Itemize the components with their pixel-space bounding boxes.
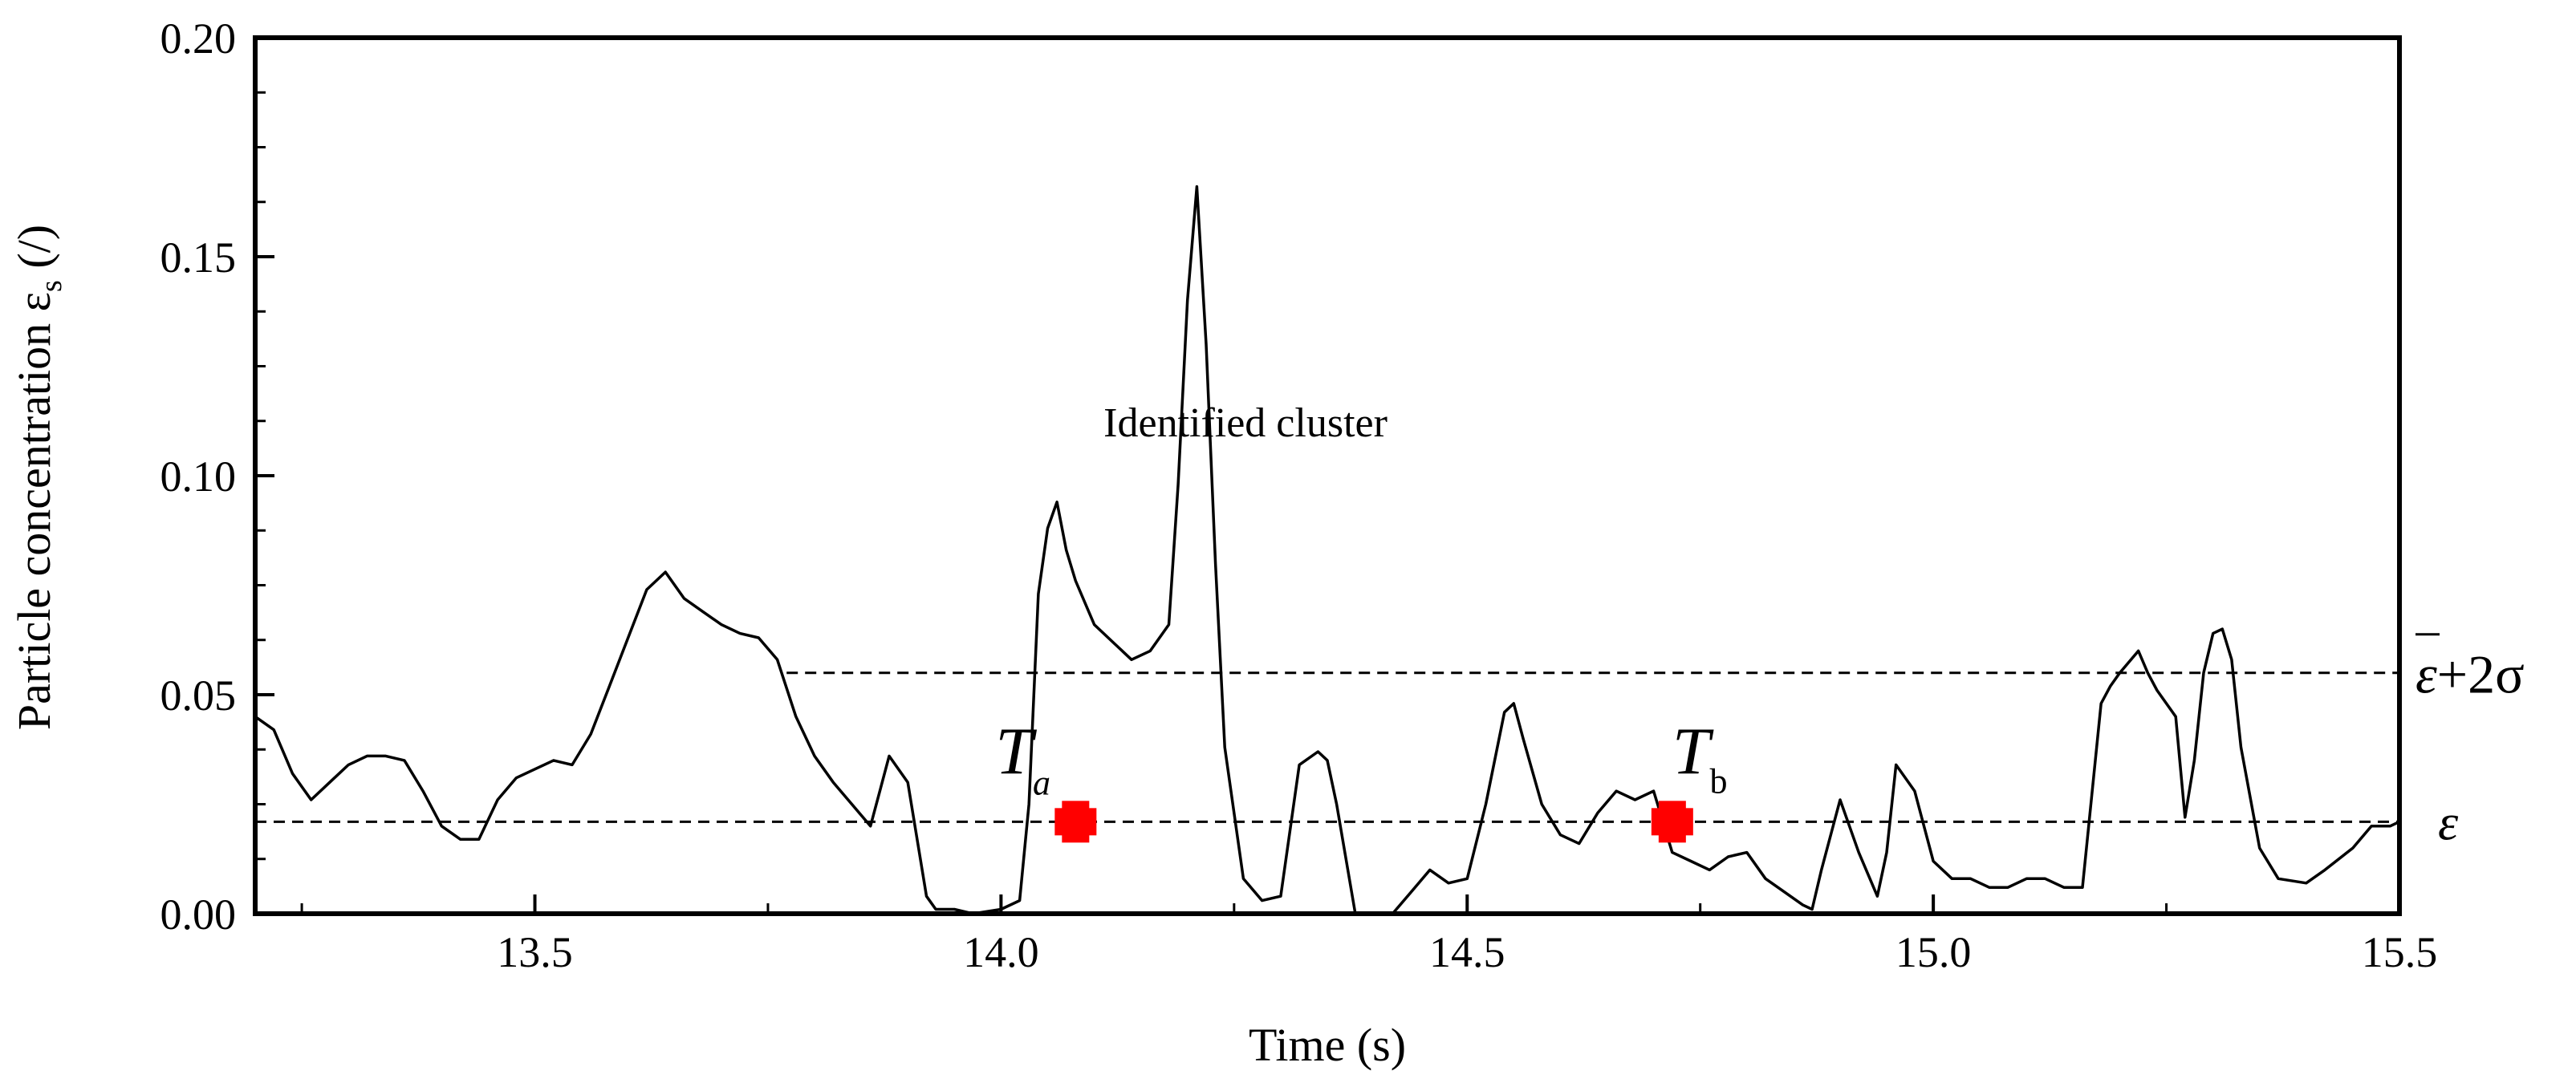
Tb-label: Tb xyxy=(1672,714,1728,801)
plot-frame xyxy=(253,35,2402,916)
Tb-marker-cross xyxy=(1658,801,1686,843)
x-tick-label: 15.0 xyxy=(1895,928,1972,976)
Tb-label-sub: b xyxy=(1710,761,1728,801)
series-line xyxy=(254,185,2400,915)
y-tick-label: 0.00 xyxy=(160,890,237,939)
axis-ticks xyxy=(255,36,2401,915)
y-tick-label: 0.15 xyxy=(160,233,237,282)
y-tick-label: 0.10 xyxy=(160,452,237,501)
reference-lines xyxy=(255,671,2399,823)
Ta-label: Ta xyxy=(995,714,1050,802)
x-tick-label: 14.5 xyxy=(1429,928,1505,976)
x-axis-title: Time (s) xyxy=(1249,1019,1406,1071)
y-tick-label: 0.20 xyxy=(160,14,237,63)
Ta-label-sub: a xyxy=(1033,763,1050,802)
Tb-label-main: T xyxy=(1672,714,1714,789)
mean-plus-2sigma-label-suffix: +2σ xyxy=(2437,644,2525,705)
mean-label: ε xyxy=(2438,793,2459,850)
Ta-label-main: T xyxy=(995,714,1037,789)
y-axis-title-main: Particle concentration ε xyxy=(8,292,60,730)
y-axis-title: Particle concentration εs (/) xyxy=(8,225,68,730)
x-tick-label: 14.0 xyxy=(963,928,1039,976)
x-tick-label: 15.5 xyxy=(2362,928,2438,976)
axis-tick-labels: 13.5 14.0 14.5 15.0 15.5 0.00 0.05 0.10 0.15 0.20 xyxy=(160,14,2438,976)
y-tick-label: 0.05 xyxy=(160,671,237,720)
identified-cluster-label: Identified cluster xyxy=(1103,400,1388,446)
y-axis-title-sub: s xyxy=(35,280,68,292)
mean-plus-2sigma-label: ε+2σ xyxy=(2416,644,2525,705)
Ta-marker-cross xyxy=(1062,801,1090,843)
x-tick-label: 13.5 xyxy=(497,928,573,976)
mean-plus-2sigma-label-symbol: ε xyxy=(2416,644,2437,705)
y-axis-title-unit: (/) xyxy=(8,225,60,280)
event-markers xyxy=(1054,801,1693,843)
